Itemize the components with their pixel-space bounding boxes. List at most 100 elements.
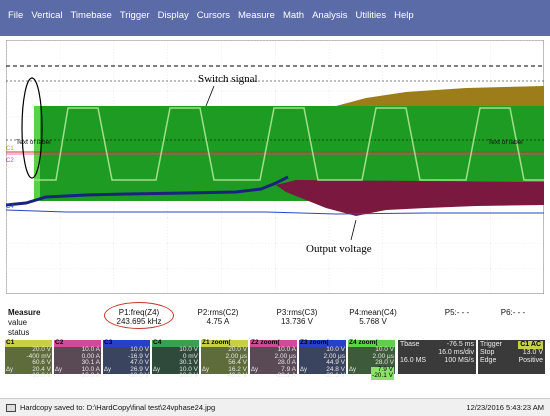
channel-dy-label: Δy — [202, 367, 210, 373]
menu-item-trigger[interactable]: Trigger — [119, 10, 150, 21]
channel-value: 7.9 A — [281, 365, 296, 373]
channel-z4-box[interactable]: Z4 zoom(10.0 V 2.00 μs 28.0 V 7.9 V -20.1 V Δ… — [348, 339, 395, 380]
channel-value: 16.2 V — [228, 365, 247, 373]
channel-value: 0 mV — [182, 352, 198, 360]
channel-value: -20.1 V — [324, 372, 345, 380]
channel-value: -40.2 V — [226, 372, 247, 380]
trigger-slope: Positive — [518, 357, 543, 364]
channel-dy-label: Δy — [153, 367, 161, 373]
status-bar: Hardcopy saved to: D:\HardCopy\final tes… — [0, 398, 550, 416]
measure-title: Measure — [8, 308, 41, 317]
left-edge-band — [34, 106, 40, 201]
channel-c3-box[interactable]: C3 10.0 V -16.9 V 47.0 V 26.9 V -10.0 V Δy — [103, 339, 150, 379]
channel-values: 10.0 V 2.00 μs 28.0 V 7.9 V -20.1 V — [371, 341, 394, 380]
channel-tag: Z1 zoom( — [202, 339, 231, 346]
output-voltage-annotation: Output voltage — [306, 243, 372, 255]
measure-col-p4[interactable]: P4:mean(C4) 5.768 V — [349, 308, 397, 326]
channel-tag: C4 — [153, 339, 162, 346]
channel-value: 10.0 V — [179, 346, 198, 353]
label-left: Text of label — [16, 139, 51, 146]
channel-value: 2.00 μs — [372, 352, 394, 360]
channel-z3-box[interactable]: Z3 zoom(10.0 V 2.00 μs 44.9 V 24.8 V -20.1 V… — [299, 339, 346, 379]
trigger-badge: C1 AC — [518, 341, 543, 349]
timebase-label: Tbase — [400, 341, 420, 348]
trigger-type: Edge — [480, 357, 497, 364]
channel-value: -20.1 A — [275, 372, 296, 380]
output-voltage-arrow — [350, 219, 357, 241]
channel-value: -20.1 V — [371, 372, 394, 380]
status-datetime: 12/23/2016 5:43:23 AM — [466, 403, 544, 412]
timebase-samples: 16.0 MS — [400, 357, 427, 364]
marker-c1: C1 — [6, 146, 14, 152]
blue-baseline-trace — [6, 209, 544, 215]
channel-value: 30.1 A — [81, 359, 100, 367]
channel-c1-box[interactable]: C1 20.0 V -400 mV 60.6 V 20.4 V -10.0 V Δy — [5, 339, 52, 379]
marker-c4: C4 — [6, 204, 14, 210]
menu-item-help[interactable]: Help — [394, 10, 414, 21]
measure-col-p5[interactable]: P5:- - - — [444, 308, 470, 317]
menu-item-cursors[interactable]: Cursors — [196, 10, 230, 21]
waveform-display[interactable]: Switch signal Output voltage Text of lab… — [0, 36, 550, 297]
channel-header: Z2 zoom( — [250, 339, 297, 347]
channel-value: 10.0 V — [375, 346, 394, 353]
menu-item-vertical[interactable]: Vertical — [31, 10, 63, 21]
printer-icon — [6, 403, 16, 412]
channel-value: 20.4 V — [32, 365, 51, 373]
timebase-panel[interactable]: Tbase -76.5 ms 16.0 ms/div 16.0 MS 100 MS/… — [398, 340, 476, 374]
menu-item-utilities[interactable]: Utilities — [355, 10, 387, 21]
channel-c2-box[interactable]: C2 10.0 A 0.00 A 30.1 A 10.0 A -10.0 A Δy — [54, 339, 101, 379]
channel-header: C1 — [5, 339, 52, 347]
measure-col-p6[interactable]: P6:- - - — [500, 308, 526, 317]
trigger-level: 13.0 V — [522, 349, 543, 356]
timebase-div: 16.0 ms/div — [438, 349, 474, 356]
channel-dy-label: Δy — [55, 367, 63, 373]
channel-value: -10.0 V — [177, 372, 198, 380]
channel-dy-label: Δy — [104, 367, 112, 373]
freq-highlight-ellipse — [104, 302, 174, 329]
menu-item-display[interactable]: Display — [157, 10, 189, 21]
measure-col-p3[interactable]: P3:rms(C3) 13.736 V — [276, 308, 318, 326]
channel-value: 10.0 V — [130, 346, 149, 353]
switch-signal-annotation: Switch signal — [198, 73, 258, 85]
menu-item-measure[interactable]: Measure — [238, 10, 275, 21]
menu-item-file[interactable]: File — [8, 10, 24, 21]
channel-value: -400 mV — [26, 352, 51, 360]
menu-item-analysis[interactable]: Analysis — [312, 10, 348, 21]
menu-item-timebase[interactable]: Timebase — [70, 10, 112, 21]
timebase-offset: -76.5 ms — [446, 341, 474, 348]
channel-values: 10.0 A 0.00 A 30.1 A 10.0 A -10.0 A — [79, 341, 100, 380]
channel-value: 56.4 V — [228, 359, 247, 367]
channel-value: 24.8 V — [326, 365, 345, 373]
trigger-label: Trigger — [480, 341, 502, 348]
channel-value: -16.9 V — [128, 352, 149, 360]
channel-value: 60.6 V — [32, 359, 51, 367]
channel-header: Z4 zoom( — [348, 339, 395, 347]
menu-item-math[interactable]: Math — [282, 10, 305, 21]
menu-bar: File Vertical Timebase Trigger Display Cursor… — [0, 0, 550, 36]
switch-signal-arrow — [205, 85, 215, 107]
channel-value: 20.0 V — [32, 346, 51, 353]
channel-header: Z3 zoom( — [299, 339, 346, 347]
channel-value: 10.0 A — [81, 365, 100, 373]
channel-z1-box[interactable]: Z1 zoom(20.0 V 2.00 μs 56.4 V 16.2 V -40.2 V… — [201, 339, 248, 379]
channel-header: C4 — [152, 339, 199, 347]
maroon-envelope — [276, 180, 544, 216]
channel-value: 2.00 μs — [274, 352, 296, 360]
measure-col-p2[interactable]: P2:rms(C2) 4.75 A — [197, 308, 239, 326]
highlight-ellipse — [21, 77, 43, 179]
channel-z2-box[interactable]: Z2 zoom(10.0 A 2.00 μs 28.0 A 7.9 A -20.1 A Δ… — [250, 339, 297, 379]
trigger-panel[interactable]: Trigger C1 AC Stop 13.0 V Edge Positive — [478, 340, 545, 374]
timebase-rate: 100 MS/s — [444, 357, 474, 364]
output-voltage-trace — [6, 175, 289, 207]
channel-value: 10.0 V — [326, 346, 345, 353]
waveform-plot[interactable]: Switch signal Output voltage Text of lab… — [6, 40, 544, 294]
channel-value: -10.0 A — [79, 372, 100, 380]
channel-dy-label: Δy — [349, 367, 357, 373]
channel-value: 28.0 A — [277, 359, 296, 367]
channel-tag: C1 — [6, 339, 15, 346]
brown-envelope — [336, 86, 544, 106]
channel-value: 20.0 V — [228, 346, 247, 353]
channel-value: 10.0 A — [277, 346, 296, 353]
